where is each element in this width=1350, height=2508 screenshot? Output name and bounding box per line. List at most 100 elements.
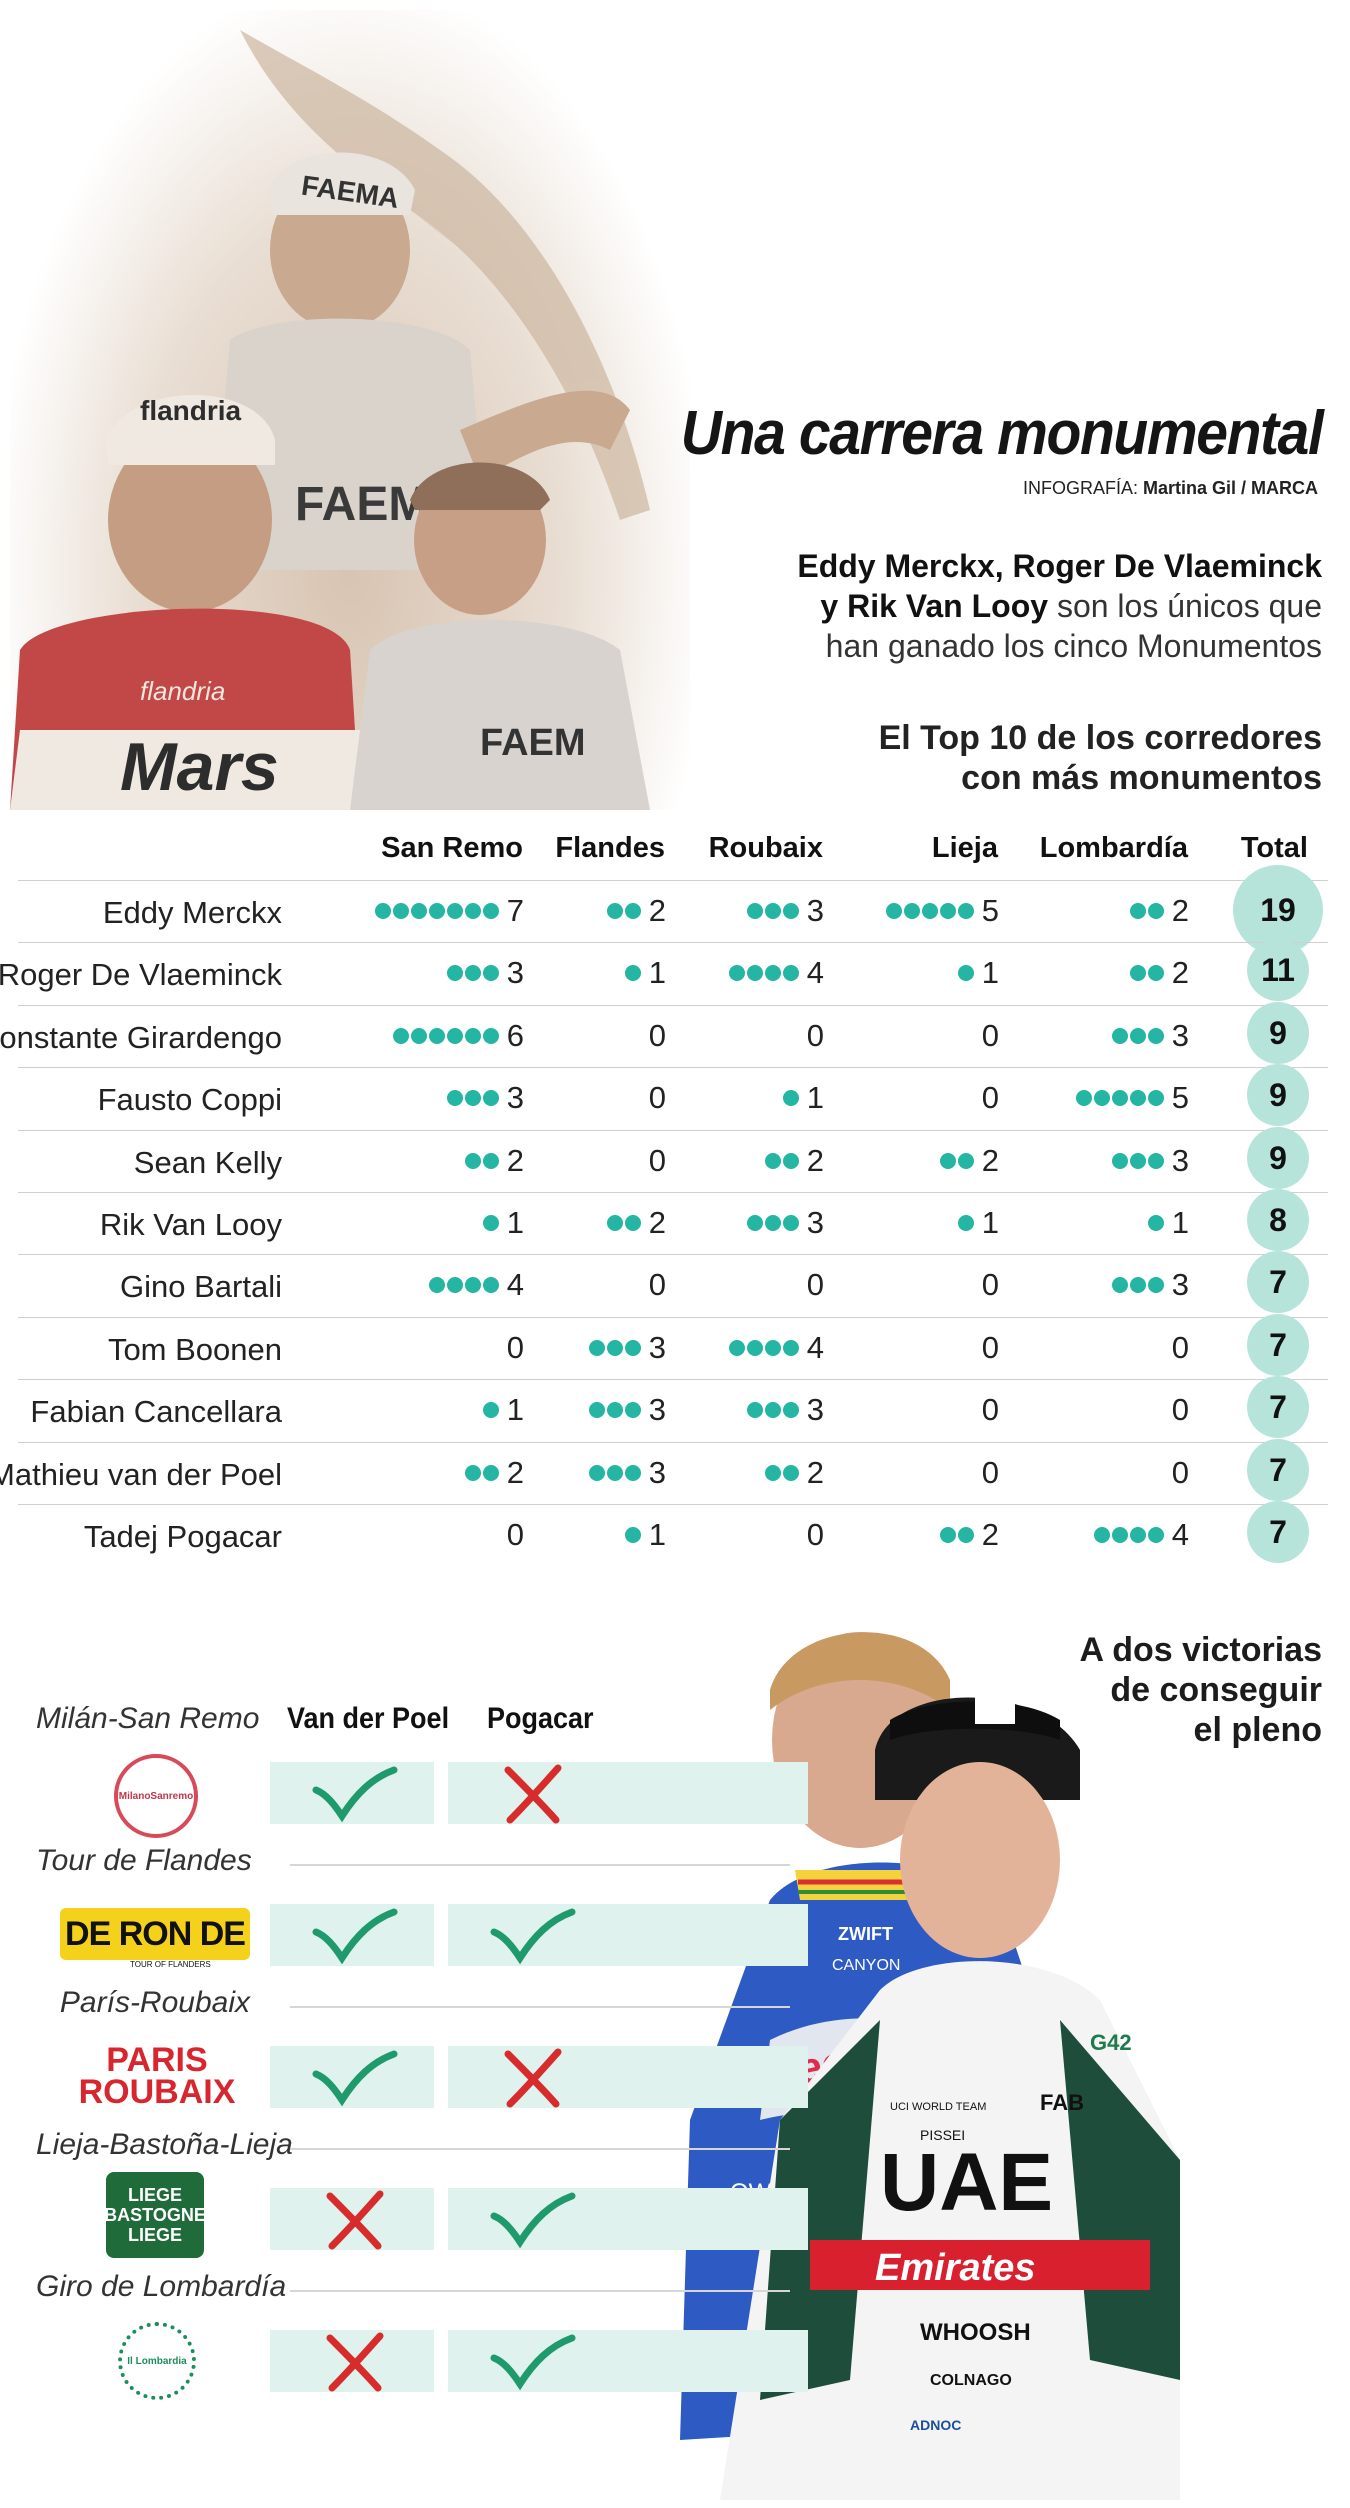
win-dot [464,965,481,982]
win-dots [624,965,641,982]
check-icon [312,1766,398,1823]
win-count: 0 [648,1017,666,1053]
win-count-cell: 0 [507,1517,524,1552]
win-dot [428,1027,445,1044]
win-dot [624,1339,641,1356]
win-dot [957,1215,974,1231]
win-count: 3 [648,1454,666,1490]
cross-icon [504,2048,562,2108]
win-dots [482,1402,499,1419]
win-dot [1093,1527,1110,1543]
win-count: 0 [648,1267,666,1303]
race-divider [290,2148,790,2150]
win-dot [464,1027,481,1044]
total-badge: 7 [1247,1313,1309,1376]
win-dot [1093,1090,1110,1107]
check-stroke [490,2192,576,2249]
win-count: 2 [506,1142,524,1178]
win-dots [606,903,641,919]
cross-stroke [504,2048,562,2108]
win-count-cell: 2 [464,1142,524,1178]
race-name: Milán-San Remo [36,1702,260,1735]
col-header-lieja: Lieja [931,832,998,864]
win-dots [588,1339,641,1356]
faem-jersey-text: FAEM [295,478,428,531]
win-dots [939,1152,974,1169]
win-dot [939,903,956,919]
win-count: 3 [1171,1267,1189,1303]
win-count: 0 [806,1517,824,1552]
intro-text: Eddy Merckx, Roger De Vlaeminck y Rik Va… [782,546,1322,666]
win-count-cell: 0 [506,1329,524,1365]
win-dot [764,1152,781,1169]
win-count-cell: 2 [1129,893,1189,928]
win-dot [606,1339,623,1356]
race-name: Lieja-Bastoña-Lieja [36,2128,293,2161]
win-dot [464,903,481,919]
win-dot [624,1464,641,1481]
win-dot [482,1090,499,1107]
win-count-cell: 3 [1111,1143,1189,1178]
win-count-cell: 1 [782,1080,824,1115]
win-dot [1111,1027,1128,1044]
win-count-cell: 0 [1172,1330,1189,1365]
win-dot [446,1090,463,1107]
win-dots [1111,1152,1164,1169]
total-badge: 7 [1247,1376,1309,1439]
win-dots [782,1090,799,1107]
race-divider [290,2006,790,2008]
table-row: Eddy Merckx 7 2 3 5 2 19 [18,865,1328,955]
win-dot [482,903,499,919]
win-dot [728,1339,745,1356]
win-dot [1129,965,1146,982]
win-dot [446,903,463,919]
total-badge: 9 [1247,1001,1309,1064]
win-count: 2 [981,1142,999,1178]
cross-icon [326,2190,384,2250]
rider-name: Tom Boonen [107,1331,282,1367]
win-dot [746,1339,763,1356]
col-header-pogacar: Pogacar [487,1702,594,1735]
win-dot [746,1215,763,1231]
win-dots [1147,1215,1164,1231]
canyon-text: CANYON [832,1957,900,1974]
win-dot [1147,1090,1164,1107]
table-row: Sean Kelly 2 0 2 2 3 9 [18,1126,1328,1191]
win-count: 2 [806,1142,824,1178]
win-dot [482,965,499,982]
race-name: París-Roubaix [59,1986,250,2019]
win-count-cell: 1 [957,1205,999,1240]
win-dot [764,1215,781,1231]
win-dot [1075,1090,1092,1107]
adnoc-text: ADNOC [910,2417,961,2433]
win-dots [746,903,799,919]
win-dots [1093,1527,1164,1543]
win-count-cell: 2 [764,1455,824,1490]
credit-prefix: INFOGRAFÍA: [1022,478,1138,498]
win-dot [957,965,974,982]
vanderpoel-result-cell [270,2046,434,2108]
milan-sanremo-logo: MilanoSanremo [60,1752,250,1838]
win-dots [588,1464,641,1481]
win-count-cell: 2 [764,1142,824,1178]
win-count-cell: 0 [1172,1392,1189,1427]
win-dot [446,1277,463,1294]
win-dot [1129,1527,1146,1543]
win-dot [728,965,745,982]
win-count-cell: 4 [428,1267,524,1302]
whoosh-text: WHOOSH [920,2319,1031,2346]
intro-bold: Eddy Merckx, Roger De Vlaeminck y Rik Va… [797,548,1322,624]
win-dot [1129,1090,1146,1107]
win-dot [1147,1277,1164,1294]
win-dot [957,1152,974,1169]
win-dot [606,903,623,919]
win-count: 0 [506,1329,524,1365]
win-dot [764,965,781,982]
win-dots [746,1402,799,1419]
cross-stroke [326,2190,384,2250]
win-dots [764,1152,799,1169]
win-count: 0 [981,1329,999,1365]
win-dots [464,1152,499,1169]
win-count-cell: 0 [982,1455,999,1490]
win-count-cell: 2 [606,1205,666,1240]
